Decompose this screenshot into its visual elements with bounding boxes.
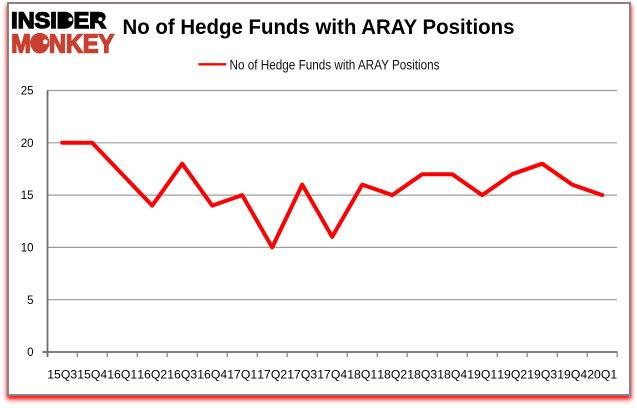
svg-text:No of Hedge Funds with ARAY Po: No of Hedge Funds with ARAY Positions [123, 16, 515, 39]
svg-text:No of Hedge Funds with ARAY Po: No of Hedge Funds with ARAY Positions [230, 57, 440, 72]
svg-text:19Q4: 19Q4 [557, 367, 587, 381]
svg-text:25: 25 [21, 86, 34, 98]
svg-text:18Q1: 18Q1 [347, 367, 377, 381]
svg-text:20: 20 [21, 138, 34, 150]
svg-text:0: 0 [27, 347, 33, 359]
svg-text:16Q2: 16Q2 [137, 367, 167, 381]
svg-text:16Q4: 16Q4 [197, 367, 227, 381]
svg-text:17Q4: 17Q4 [317, 367, 347, 381]
svg-text:17Q3: 17Q3 [287, 367, 317, 381]
svg-text:17Q2: 17Q2 [257, 367, 287, 381]
svg-text:17Q1: 17Q1 [227, 367, 257, 381]
svg-text:15Q3: 15Q3 [47, 367, 77, 381]
svg-text:MONKEY: MONKEY [11, 30, 114, 58]
svg-text:18Q2: 18Q2 [377, 367, 407, 381]
svg-text:5: 5 [27, 295, 33, 307]
svg-text:18Q3: 18Q3 [407, 367, 437, 381]
svg-text:10: 10 [21, 243, 34, 255]
svg-text:19Q3: 19Q3 [527, 367, 557, 381]
svg-text:16Q3: 16Q3 [167, 367, 197, 381]
svg-text:19Q2: 19Q2 [497, 367, 527, 381]
svg-text:15Q4: 15Q4 [77, 367, 107, 381]
svg-text:19Q1: 19Q1 [467, 367, 497, 381]
svg-text:15: 15 [21, 190, 34, 202]
svg-text:INSIDER: INSIDER [11, 8, 106, 33]
svg-text:18Q4: 18Q4 [437, 367, 467, 381]
svg-text:16Q1: 16Q1 [107, 367, 137, 381]
svg-text:20Q1: 20Q1 [587, 367, 617, 381]
